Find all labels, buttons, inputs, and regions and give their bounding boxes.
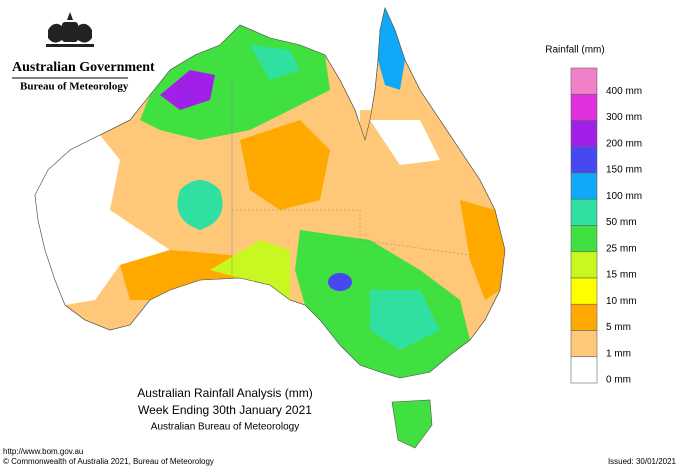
agency-name: Bureau of Meteorology [20, 81, 129, 93]
legend-title: Rainfall (mm) [545, 45, 604, 56]
legend-swatch [570, 172, 598, 200]
legend-label: 100 mm [606, 191, 642, 202]
legend-label: 150 mm [606, 165, 642, 176]
legend-swatch [570, 330, 598, 358]
legend-swatch [570, 93, 598, 121]
legend-label: 15 mm [606, 270, 637, 281]
footer-issued: Issued: 30/01/2021 [608, 457, 677, 466]
legend-swatch [570, 67, 598, 95]
caption-source: Australian Bureau of Meteorology [151, 422, 299, 433]
legend-swatch [570, 120, 598, 148]
footer-url: http://www.bom.gov.au [3, 447, 83, 456]
legend-swatch [570, 303, 598, 331]
legend-label: 400 mm [606, 86, 642, 97]
coat-of-arms [46, 12, 94, 47]
legend-label: 300 mm [606, 112, 642, 123]
legend: 400 mm 300 mm 200 mm 150 mm 100 mm 50 mm 25 mm… [570, 67, 642, 386]
legend-label: 5 mm [606, 322, 631, 333]
legend-label: 25 mm [606, 243, 637, 254]
caption-period: Week Ending 30th January 2021 [138, 403, 312, 417]
legend-swatch [570, 146, 598, 174]
legend-label: 200 mm [606, 138, 642, 149]
footer-copyright: © Commonwealth of Australia 2021, Bureau… [3, 457, 214, 466]
caption-title: Australian Rainfall Analysis (mm) [137, 386, 312, 400]
legend-label: 50 mm [606, 217, 637, 228]
legend-label: 10 mm [606, 296, 637, 307]
legend-label: 0 mm [606, 375, 631, 386]
government-name: Australian Government [12, 60, 155, 75]
legend-swatch [570, 251, 598, 279]
legend-swatch [570, 277, 598, 305]
australia-map [34, 7, 506, 449]
legend-swatch [570, 356, 598, 384]
legend-swatch [570, 198, 598, 226]
legend-swatch [570, 225, 598, 253]
legend-label: 1 mm [606, 348, 631, 359]
